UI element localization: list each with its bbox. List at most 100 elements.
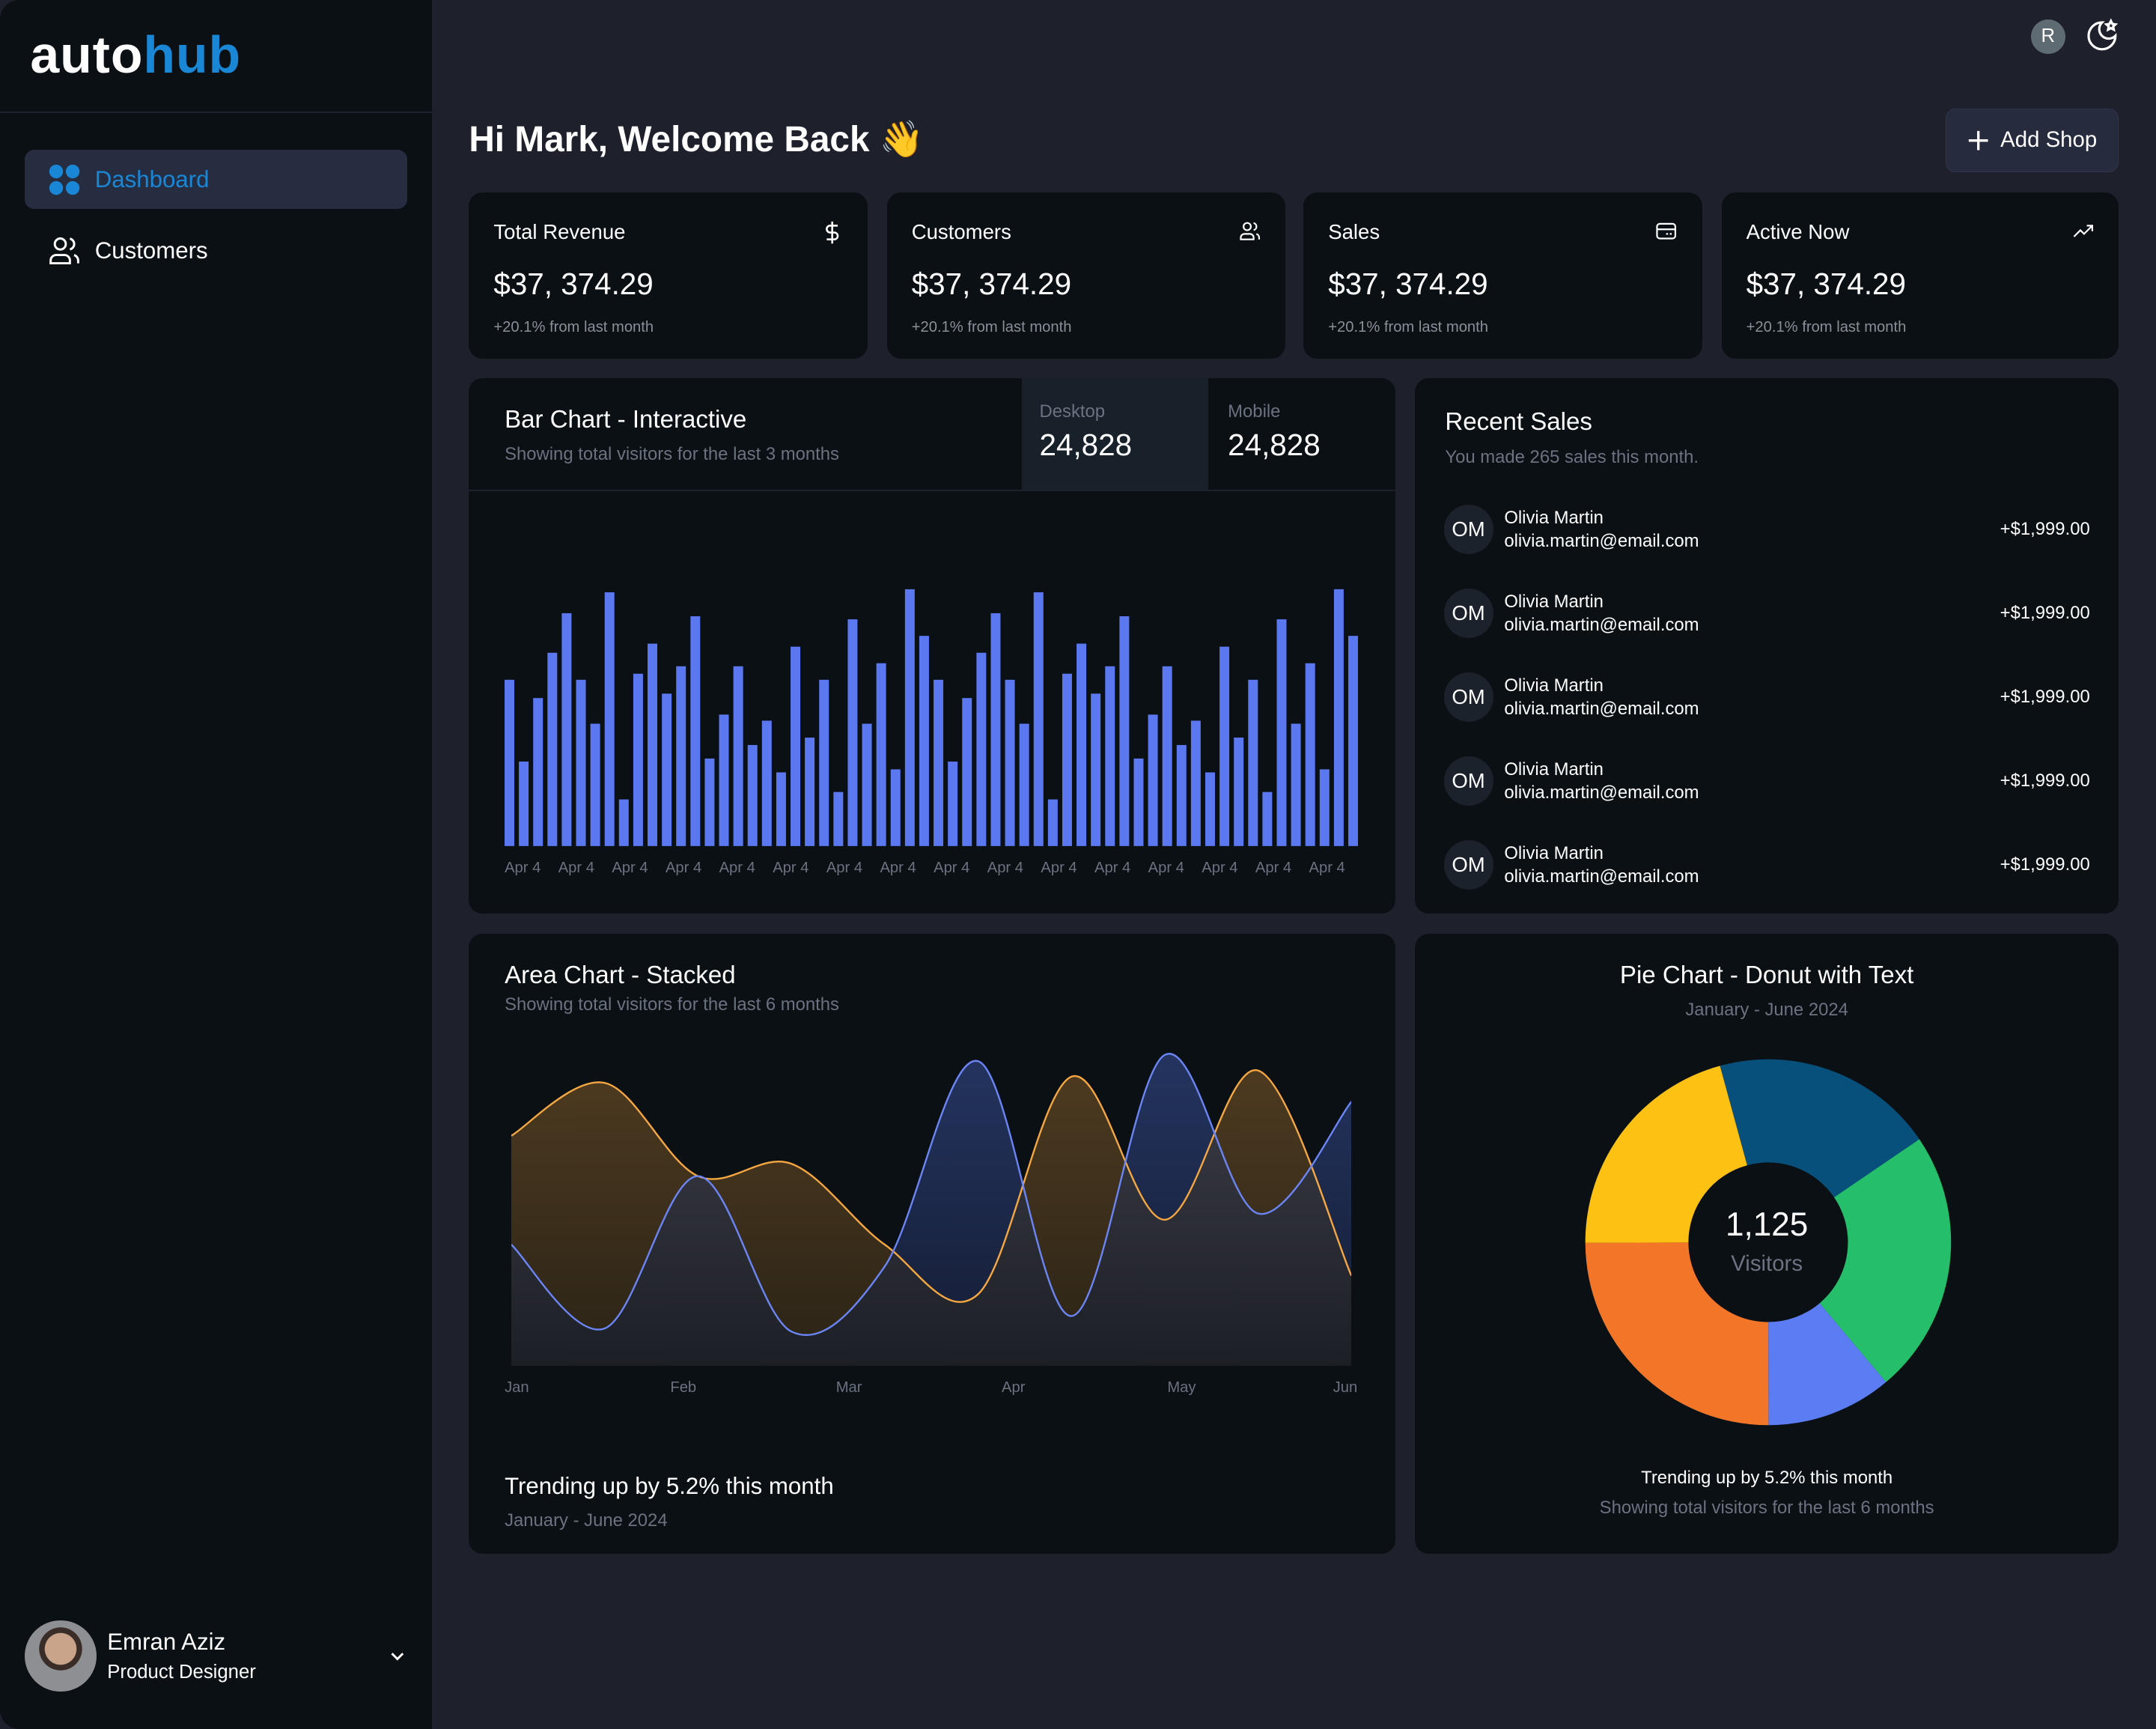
sale-row[interactable]: OM Olivia Martin olivia.martin@email.com …: [1443, 586, 2090, 640]
donut-slice-blue[interactable]: [1768, 1303, 1886, 1425]
sale-initials: OM: [1452, 517, 1485, 541]
bar[interactable]: [1291, 723, 1301, 846]
donut-slice-yellow[interactable]: [1585, 1065, 1747, 1243]
bar[interactable]: [1133, 758, 1144, 846]
bar[interactable]: [633, 673, 643, 846]
bar[interactable]: [862, 723, 872, 846]
moon-star-icon[interactable]: [2084, 18, 2120, 54]
bar[interactable]: [1148, 714, 1158, 846]
bar[interactable]: [1348, 635, 1359, 846]
donut-slice-green[interactable]: [1819, 1138, 1952, 1382]
bar[interactable]: [747, 744, 758, 846]
bar[interactable]: [833, 791, 844, 846]
bar[interactable]: [505, 679, 515, 846]
sale-avatar: OM: [1443, 589, 1493, 639]
user-profile[interactable]: Emran Aziz Product Designer: [25, 1620, 409, 1692]
bar[interactable]: [690, 616, 701, 846]
bar[interactable]: [519, 761, 529, 846]
desktop-toggle[interactable]: Desktop 24,828: [1021, 378, 1209, 490]
bar[interactable]: [1333, 589, 1344, 846]
sidebar-item-customers[interactable]: Customers: [25, 222, 407, 281]
chevron-down-icon[interactable]: [388, 1647, 407, 1666]
bar[interactable]: [576, 679, 586, 846]
bar[interactable]: [976, 652, 987, 846]
x-tick-label: May: [1167, 1379, 1196, 1397]
bar[interactable]: [1262, 791, 1273, 846]
bar[interactable]: [719, 714, 729, 846]
bar[interactable]: [648, 643, 658, 846]
account-avatar[interactable]: R: [2030, 19, 2065, 54]
sale-name: Olivia Martin: [1504, 591, 1604, 612]
mobile-toggle[interactable]: Mobile 24,828: [1208, 378, 1395, 490]
bar[interactable]: [733, 666, 743, 846]
sale-row[interactable]: OM Olivia Martin olivia.martin@email.com …: [1443, 669, 2090, 724]
donut-slice-navy[interactable]: [1720, 1059, 1919, 1197]
bar[interactable]: [876, 663, 886, 846]
donut-slice-orange[interactable]: [1585, 1242, 1769, 1425]
x-tick-label: Apr 4: [505, 859, 541, 876]
donut-center-label: Visitors: [1731, 1251, 1803, 1277]
bar[interactable]: [704, 758, 715, 846]
sale-row[interactable]: OM Olivia Martin olivia.martin@email.com …: [1443, 753, 2090, 808]
bar[interactable]: [962, 697, 972, 846]
bar[interactable]: [1162, 666, 1172, 846]
bar[interactable]: [1248, 679, 1258, 846]
bar[interactable]: [1033, 592, 1044, 846]
bar[interactable]: [904, 589, 915, 846]
logo[interactable]: autohub: [30, 25, 241, 85]
bar[interactable]: [547, 652, 558, 846]
bar[interactable]: [1176, 744, 1187, 846]
bar[interactable]: [1062, 673, 1073, 846]
bar[interactable]: [1091, 693, 1101, 846]
bar[interactable]: [776, 772, 786, 846]
bar[interactable]: [948, 761, 958, 846]
stat-card-customers: Customers $37, 374.29 +20.1% from last m…: [886, 192, 1286, 359]
bar[interactable]: [604, 592, 615, 846]
bar[interactable]: [1219, 646, 1230, 846]
sidebar-item-dashboard[interactable]: Dashboard: [25, 150, 407, 210]
bar[interactable]: [1077, 643, 1087, 846]
pie-chart-footer-sub: Showing total visitors for the last 6 mo…: [1599, 1498, 1934, 1519]
bar[interactable]: [919, 635, 929, 846]
bar[interactable]: [1119, 616, 1130, 846]
bar[interactable]: [819, 679, 829, 846]
x-tick-label: Apr 4: [880, 859, 916, 876]
bar[interactable]: [805, 737, 815, 846]
bar[interactable]: [990, 613, 1001, 846]
x-tick-label: Apr 4: [1148, 859, 1184, 876]
sale-row[interactable]: OM Olivia Martin olivia.martin@email.com …: [1443, 838, 2090, 893]
bar[interactable]: [1319, 769, 1330, 846]
bar[interactable]: [533, 697, 543, 846]
bar[interactable]: [1047, 799, 1058, 846]
logo-part2: hub: [143, 25, 242, 85]
bar[interactable]: [791, 646, 801, 846]
add-shop-button[interactable]: Add Shop: [1945, 109, 2119, 172]
bar[interactable]: [676, 666, 686, 846]
sale-initials: OM: [1452, 853, 1485, 877]
sale-email: olivia.martin@email.com: [1504, 699, 1699, 720]
stat-change: +20.1% from last month: [493, 319, 654, 336]
users-icon: [1240, 222, 1260, 240]
bar[interactable]: [761, 720, 772, 846]
bar[interactable]: [1190, 720, 1201, 846]
bar[interactable]: [847, 619, 858, 846]
x-tick-label: Apr 4: [987, 859, 1023, 876]
bar[interactable]: [561, 613, 572, 846]
mobile-label: Mobile: [1228, 401, 1281, 422]
bar[interactable]: [1205, 772, 1216, 846]
bar[interactable]: [1105, 666, 1115, 846]
bar[interactable]: [1234, 737, 1244, 846]
bar[interactable]: [662, 693, 672, 846]
sale-row[interactable]: OM Olivia Martin olivia.martin@email.com …: [1443, 502, 2090, 556]
x-tick-label: Apr 4: [1094, 859, 1131, 876]
x-tick-label: Jan: [505, 1379, 529, 1397]
bar[interactable]: [890, 769, 901, 846]
bar[interactable]: [1305, 663, 1315, 846]
bar[interactable]: [934, 679, 944, 846]
bar[interactable]: [1276, 619, 1287, 846]
bar[interactable]: [590, 723, 600, 846]
bar[interactable]: [1019, 723, 1029, 846]
bar[interactable]: [618, 799, 629, 846]
bar[interactable]: [1005, 679, 1015, 846]
